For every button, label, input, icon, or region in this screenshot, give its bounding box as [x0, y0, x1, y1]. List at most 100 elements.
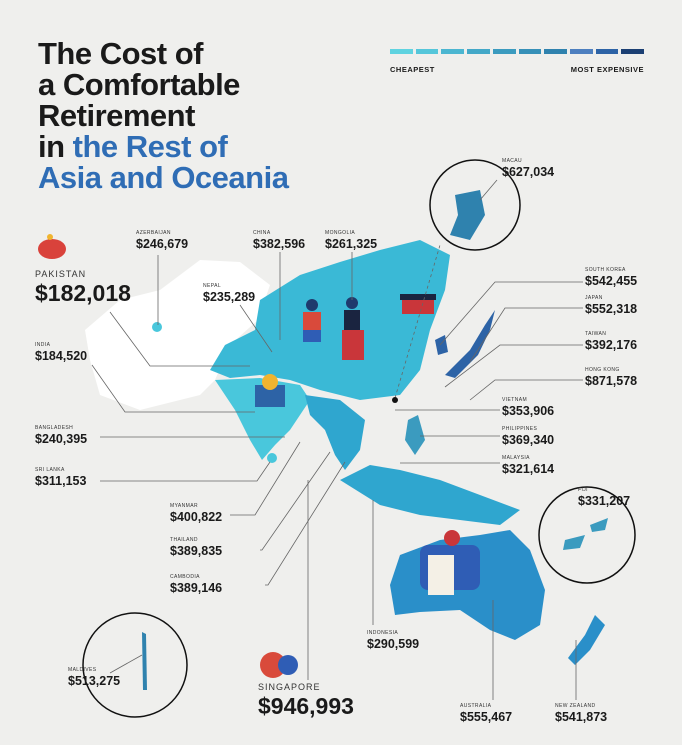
- legend-swatch: [441, 49, 465, 54]
- hongkong-marker: [392, 397, 398, 403]
- retirement-cost: $182,018: [35, 280, 131, 306]
- country-name: South Korea: [585, 267, 626, 273]
- china-mongolia-land: [210, 240, 450, 400]
- azerbaijan-shape: [152, 322, 162, 332]
- label-thailand: Thailand $389,835: [170, 537, 222, 558]
- retirement-cost: $246,679: [136, 237, 189, 251]
- country-name: Vietnam: [502, 397, 528, 403]
- legend-swatch: [569, 49, 593, 54]
- country-name: Macau: [502, 158, 523, 164]
- country-name: Mongolia: [325, 230, 356, 236]
- country-name: Thailand: [170, 537, 198, 543]
- country-name: Maldives: [68, 667, 97, 673]
- country-name: China: [253, 230, 271, 236]
- country-name: Fiji: [578, 487, 588, 493]
- legend-swatch: [390, 49, 413, 54]
- label-vietnam: Vietnam $353,906: [502, 397, 554, 418]
- fiji-inset: [538, 486, 636, 584]
- country-name: Nepal: [203, 283, 222, 289]
- label-azerbaijan: Azerbaijan $246,679: [136, 230, 188, 251]
- label-singapore: Singapore $946,993: [258, 681, 354, 719]
- label-china: China $382,596: [253, 230, 305, 251]
- retirement-cost: $353,906: [502, 404, 555, 418]
- retirement-cost: $331,207: [578, 494, 631, 508]
- label-mongolia: Mongolia $261,325: [325, 230, 377, 251]
- label-fiji: Fiji $331,207: [578, 487, 630, 508]
- retirement-cost: $871,578: [585, 374, 638, 388]
- country-name: Hong Kong: [585, 367, 620, 373]
- country-name: Philippines: [502, 426, 538, 432]
- legend-high-label: MOST EXPENSIVE: [570, 65, 644, 74]
- retirement-cost: $261,325: [325, 237, 378, 251]
- retirement-cost: $321,614: [502, 462, 555, 476]
- temple-icon: [255, 374, 285, 407]
- retirement-cost: $184,520: [35, 349, 88, 363]
- retirement-cost: $389,835: [170, 544, 223, 558]
- label-newzealand: New Zealand $541,873: [555, 703, 607, 724]
- indonesia-shape: [340, 465, 520, 525]
- retirement-cost: $513,275: [68, 674, 121, 688]
- retirement-cost: $946,993: [258, 693, 354, 719]
- fiji-shape: [563, 518, 608, 550]
- label-pakistan: Pakistan $182,018: [35, 268, 131, 306]
- retirement-cost: $290,599: [367, 637, 420, 651]
- retirement-cost: $240,395: [35, 432, 88, 446]
- maldives-shape: [142, 632, 147, 690]
- philippines-shape: [405, 415, 425, 455]
- retirement-cost: $392,176: [585, 338, 638, 352]
- macau-shape: [450, 190, 485, 240]
- country-name: Pakistan: [35, 269, 87, 279]
- label-japan: Japan $552,318: [585, 295, 637, 316]
- country-name: Malaysia: [502, 455, 530, 461]
- legend-swatch: [492, 49, 516, 54]
- label-taiwan: Taiwan $392,176: [585, 331, 637, 352]
- legend-swatch: [621, 49, 645, 54]
- retirement-cost: $542,455: [585, 274, 638, 288]
- retirement-cost: $389,146: [170, 581, 223, 595]
- retirement-cost: $627,034: [502, 165, 555, 179]
- legend-swatch: [595, 49, 619, 54]
- legend-swatch: [415, 49, 439, 54]
- piggy-bank-icon: [38, 234, 66, 259]
- label-southkorea: South Korea $542,455: [585, 267, 637, 288]
- country-name: Japan: [585, 295, 603, 301]
- retirement-cost: $541,873: [555, 710, 608, 724]
- country-name: Sri Lanka: [35, 467, 65, 473]
- label-cambodia: Cambodia $389,146: [170, 574, 222, 595]
- dancers-illustration: [303, 297, 364, 360]
- newzealand-shape: [568, 615, 605, 665]
- retiree-armchair-illustration: [420, 530, 480, 595]
- central-asia-land: [85, 260, 270, 410]
- country-name: India: [35, 342, 51, 348]
- country-name: Indonesia: [367, 630, 399, 636]
- retirement-cost: $555,467: [460, 710, 513, 724]
- macau-inset: [429, 159, 521, 251]
- country-name: Cambodia: [170, 574, 200, 580]
- retirement-cost: $369,340: [502, 433, 555, 447]
- color-legend: CHEAPEST MOST EXPENSIVE: [390, 49, 645, 74]
- legend-low-label: CHEAPEST: [390, 65, 435, 74]
- country-name: Azerbaijan: [136, 230, 171, 236]
- label-malaysia: Malaysia $321,614: [502, 455, 554, 476]
- label-indonesia: Indonesia $290,599: [367, 630, 419, 651]
- leader-lines: [91, 179, 583, 700]
- srilanka-shape: [267, 453, 277, 463]
- country-name: Singapore: [258, 682, 321, 692]
- legend-swatch: [544, 49, 567, 54]
- label-srilanka: Sri Lanka $311,153: [35, 467, 86, 488]
- country-name: Taiwan: [585, 331, 607, 337]
- label-india: India $184,520: [35, 342, 87, 363]
- legend-swatch: [467, 49, 490, 54]
- label-australia: Australia $555,467: [460, 703, 512, 724]
- page-title: The Cost of a Comfortable Retirement in …: [38, 36, 289, 195]
- india-land: [215, 378, 310, 460]
- legend-bar: [390, 49, 645, 54]
- country-name: Myanmar: [170, 503, 198, 509]
- label-myanmar: Myanmar $400,822: [170, 503, 222, 524]
- southeast-asia-land: [305, 395, 365, 470]
- label-philippines: Philippines $369,340: [502, 426, 554, 447]
- retirement-cost: $311,153: [35, 474, 87, 488]
- label-bangladesh: Bangladesh $240,395: [35, 425, 87, 446]
- label-macau: Macau $627,034: [502, 158, 554, 179]
